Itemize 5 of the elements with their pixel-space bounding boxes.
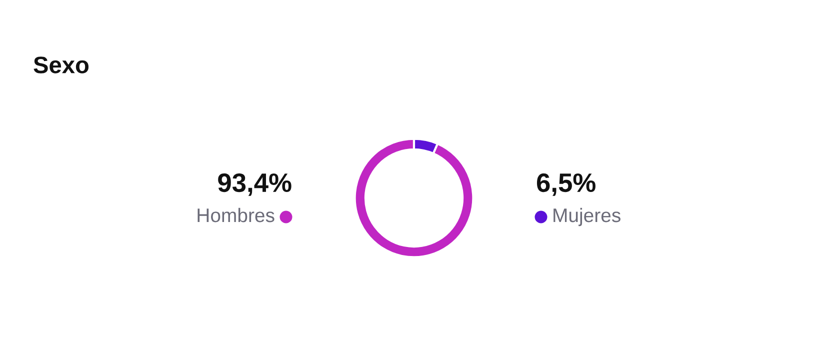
data-label: 93,4% (218, 173, 292, 196)
chart-title: Sexo (34, 56, 89, 74)
legend-label: Mujeres (554, 208, 620, 226)
slice-label: Hombres (198, 208, 274, 222)
data-label: 6,5% (536, 173, 596, 196)
